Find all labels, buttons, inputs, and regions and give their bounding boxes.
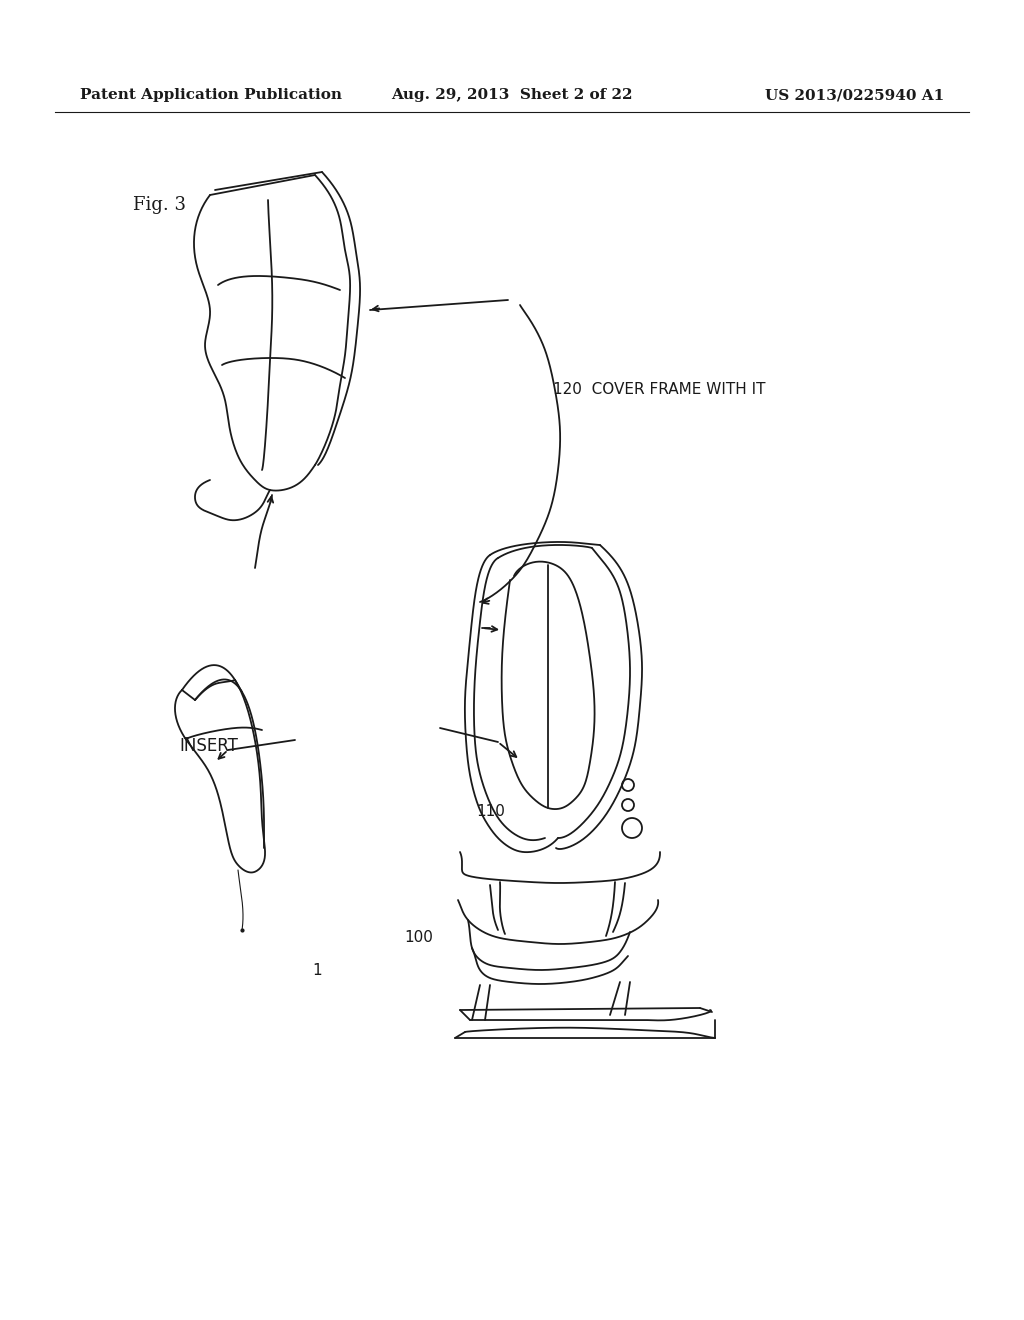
Text: Patent Application Publication: Patent Application Publication (80, 88, 342, 102)
Text: 100: 100 (404, 929, 433, 945)
Text: INSERT: INSERT (179, 737, 238, 755)
Text: US 2013/0225940 A1: US 2013/0225940 A1 (765, 88, 944, 102)
Text: Fig. 3: Fig. 3 (133, 195, 186, 214)
Text: 1: 1 (312, 962, 322, 978)
Text: 110: 110 (476, 804, 505, 820)
Text: Aug. 29, 2013  Sheet 2 of 22: Aug. 29, 2013 Sheet 2 of 22 (391, 88, 633, 102)
Text: 120  COVER FRAME WITH IT: 120 COVER FRAME WITH IT (553, 381, 766, 397)
